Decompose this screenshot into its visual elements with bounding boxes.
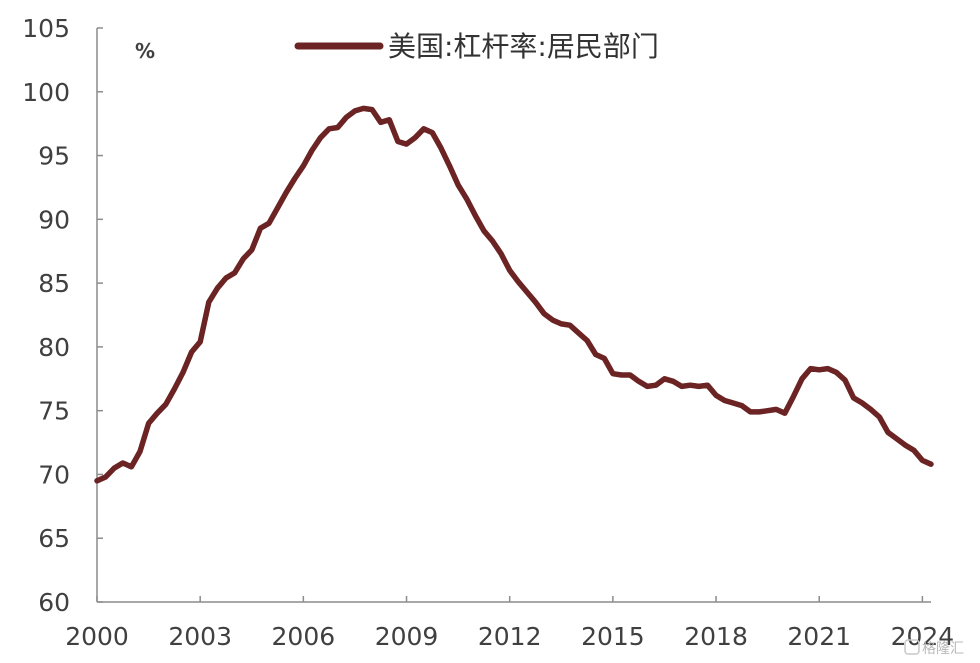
y-tick-label: 60 xyxy=(38,588,70,617)
legend-label: 美国:杠杆率:居民部门 xyxy=(388,30,659,63)
y-tick-label: 90 xyxy=(38,205,70,234)
y-tick-label: 100 xyxy=(22,78,70,107)
y-tick-label: 85 xyxy=(38,269,70,298)
series-line xyxy=(94,105,934,484)
y-tick-label: 70 xyxy=(38,460,70,489)
x-tick-label: 2000 xyxy=(65,622,129,651)
x-tick-label: 2012 xyxy=(478,622,542,651)
y-tick-label: 65 xyxy=(38,524,70,553)
x-tick-label: 2018 xyxy=(684,622,748,651)
y-tick-label: 75 xyxy=(38,397,70,426)
x-tick-label: 2006 xyxy=(272,622,336,651)
unit-label: % xyxy=(135,39,155,63)
watermark-text: 格隆汇 xyxy=(922,641,964,657)
y-tick-label: 95 xyxy=(38,142,70,171)
y-tick-label: 80 xyxy=(38,333,70,362)
y-tick-label: 105 xyxy=(22,14,70,43)
x-tick-label: 2015 xyxy=(581,622,645,651)
x-tick-label: 2021 xyxy=(787,622,851,651)
x-tick-label: 2024 xyxy=(891,622,955,651)
x-axis: 2000 2003 2006 2009 2012 2015 2018 2021 2024 xyxy=(65,596,954,651)
x-tick-label: 2009 xyxy=(375,622,439,651)
y-axis: 60 65 70 75 80 85 90 95 100 105 xyxy=(22,14,103,617)
watermark: 格隆汇 xyxy=(904,639,964,657)
x-tick-label: 2003 xyxy=(168,622,232,651)
legend: 美国:杠杆率:居民部门 xyxy=(294,30,659,63)
series-layer xyxy=(94,105,934,484)
watermark-logo-icon xyxy=(904,639,920,655)
